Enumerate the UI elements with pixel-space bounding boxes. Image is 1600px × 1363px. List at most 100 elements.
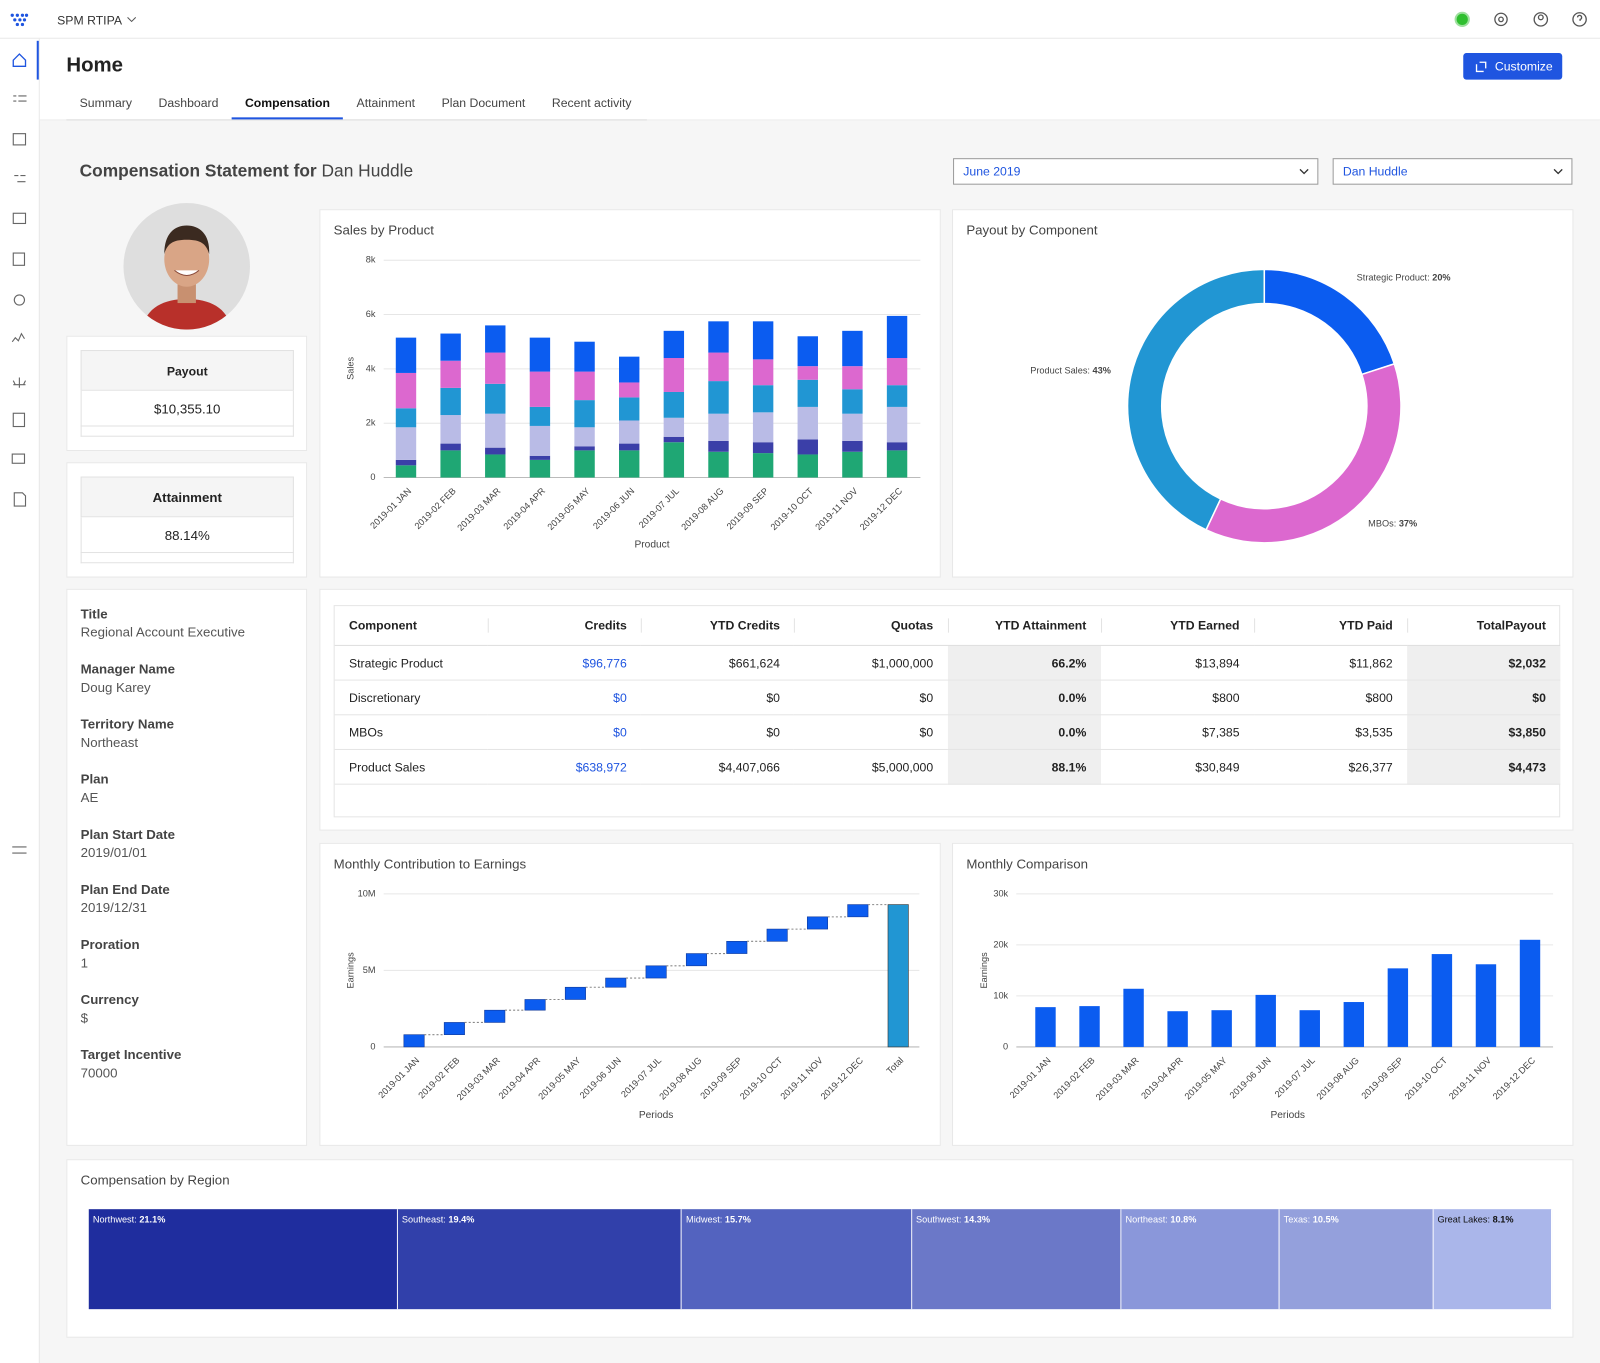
region-name: Texas <box>1284 1214 1313 1224</box>
waterfall-step <box>645 965 667 979</box>
credit-link[interactable]: $0 <box>487 680 642 716</box>
detail-label: Plan Start Date <box>80 826 175 842</box>
donut-slice <box>1205 362 1402 544</box>
nav-home[interactable] <box>12 53 27 67</box>
bar <box>1079 1006 1100 1047</box>
attainment-card: Attainment 88.14% <box>66 462 308 578</box>
waterfall-step <box>443 1022 465 1035</box>
x-tick-label: 2019-12 DEC <box>819 1055 866 1102</box>
table-cell: $1,000,000 <box>794 645 948 681</box>
tab[interactable]: Plan Document <box>441 95 526 111</box>
table-cell: Strategic Product <box>334 645 488 681</box>
bar-segment <box>708 352 729 382</box>
x-tick-label: 2019-04 APR <box>1139 1055 1185 1101</box>
detail-label: Territory Name <box>80 716 174 732</box>
credit-link[interactable]: $0 <box>487 714 642 750</box>
table-cell: $7,385 <box>1100 714 1254 750</box>
nav-flow[interactable] <box>14 174 26 183</box>
nav-schedule[interactable] <box>12 252 26 266</box>
nav-clipboard[interactable] <box>12 412 26 428</box>
nav-balance[interactable] <box>12 377 27 388</box>
x-tick-label: 2019-03 MAR <box>455 486 502 533</box>
settings-icon[interactable] <box>1494 12 1508 27</box>
bar-segment <box>797 366 818 380</box>
detail-item: Plan AE <box>81 770 245 825</box>
y-tick-label: 5M <box>363 965 376 975</box>
tab[interactable]: Summary <box>79 95 132 111</box>
tab[interactable]: Dashboard <box>158 95 219 111</box>
bar-segment <box>842 389 863 414</box>
payout-value: $10,355.10 <box>80 390 294 427</box>
slice-value: 20% <box>1432 272 1451 284</box>
tab[interactable]: Attainment <box>356 95 416 111</box>
slice-label: Product Sales43% <box>1030 366 1111 376</box>
bar-segment <box>619 356 640 383</box>
nav-messages[interactable] <box>11 453 26 464</box>
waterfall-step <box>685 953 707 967</box>
top-bar: SPM RTIPA <box>0 0 1600 39</box>
chart: 0 2k 4k 6k 8k Sales Product 2019-01 JAN 2019-02 … <box>345 255 921 551</box>
detail-label: Title <box>80 606 108 622</box>
header-row: Component Credits YTD Credits Quotas YTD Att… <box>334 606 1561 646</box>
bar <box>1431 954 1453 1047</box>
user-icon[interactable] <box>1533 12 1549 27</box>
bar-segment <box>395 372 417 409</box>
period-select[interactable]: June 2019 <box>953 158 1319 185</box>
person-select[interactable]: Dan Huddle <box>1332 158 1573 185</box>
bar-segment <box>440 443 461 451</box>
bar-segment <box>395 427 417 460</box>
nav-tasks[interactable] <box>13 95 27 102</box>
waterfall-step <box>564 986 586 1000</box>
bar <box>1167 1011 1188 1047</box>
bar-segment <box>485 447 506 455</box>
y-axis-title: Earnings <box>345 952 355 989</box>
bar-segment <box>752 442 774 454</box>
y-axis-title: Sales <box>345 356 355 379</box>
bar-segment <box>574 400 595 428</box>
detail-value: 2019/12/31 <box>80 899 148 916</box>
sidebar <box>0 38 40 1363</box>
detail-value: Northeast <box>80 734 139 750</box>
table-cell: $5,000,000 <box>794 749 948 785</box>
detail-label: Target Incentive <box>80 1046 182 1063</box>
app-menu[interactable] <box>127 15 137 23</box>
nav-filters[interactable] <box>12 846 27 854</box>
nav-screens[interactable] <box>12 212 27 225</box>
x-tick-label: 2019-08 AUG <box>657 1055 703 1101</box>
tab[interactable]: Recent activity <box>551 95 632 111</box>
nav-reports[interactable] <box>12 133 27 146</box>
credit-link[interactable]: $96,776 <box>487 645 642 681</box>
slice-value: 37% <box>1398 517 1418 529</box>
region-name: Northeast <box>1125 1214 1170 1224</box>
y-tick-label: 8k <box>366 255 376 265</box>
nav-config[interactable] <box>13 294 26 306</box>
table-row: Product Sales $638,972 $4,407,066 $5,000,00… <box>334 749 1561 785</box>
nav-docs[interactable] <box>13 492 27 507</box>
tab[interactable]: Compensation <box>231 92 344 120</box>
bar-segment <box>797 379 818 407</box>
bar-segment <box>619 443 640 451</box>
y-axis-title: Earnings <box>979 952 989 989</box>
help-icon[interactable] <box>1572 12 1587 27</box>
bar-segment <box>574 371 595 401</box>
table-row: Strategic Product $96,776 $661,624 $1,000,0… <box>334 645 1561 681</box>
bar-segment <box>752 321 774 360</box>
bar-segment <box>485 383 506 414</box>
bar-segment <box>886 385 908 407</box>
slice-name: Strategic Product <box>1357 273 1433 283</box>
bar <box>1475 964 1497 1047</box>
credit-link[interactable]: $638,972 <box>487 749 642 785</box>
nav-analytics[interactable] <box>11 332 25 343</box>
detail-value: $ <box>80 1010 88 1026</box>
customize-button[interactable]: Customize <box>1463 53 1563 80</box>
bar-segment <box>485 352 506 384</box>
y-tick-label: 0 <box>370 472 375 482</box>
detail-item: Title Regional Account Executive <box>81 605 245 660</box>
x-tick-label: 2019-02 FEB <box>413 486 458 531</box>
waterfall-step <box>766 928 788 942</box>
bar-segment <box>886 442 908 451</box>
bar <box>1343 1002 1365 1047</box>
detail-label: Manager Name <box>80 661 175 677</box>
